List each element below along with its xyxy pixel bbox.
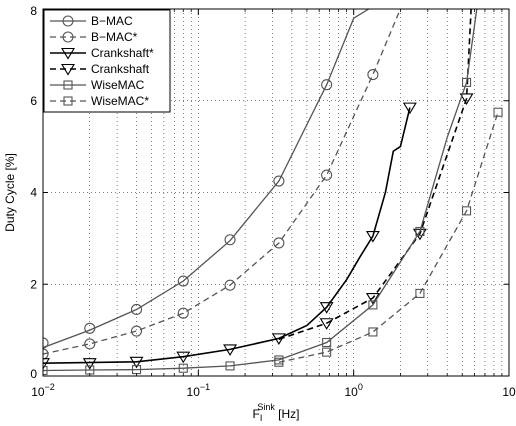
circle-marker [84,338,96,350]
series-line [43,9,370,349]
square-marker [178,363,188,373]
square-marker [368,300,378,310]
x-axis-label-superscript: Sink [257,402,275,412]
circle-marker [224,234,236,246]
square-marker [43,365,48,376]
legend-label: B−MAC* [91,30,138,44]
legend-label: Crankshaft* [91,46,154,60]
series-line [278,112,499,363]
x-tick-label: 100 [344,382,362,399]
series-5 [274,107,503,367]
circle-marker [273,175,285,187]
triangle-marker [365,292,380,305]
series-1 [43,9,401,360]
square-marker [63,80,73,90]
series-line [278,9,472,341]
circle-marker [84,322,96,334]
y-tick-label: 2 [30,277,37,291]
series-3 [278,9,474,341]
legend-label: Crankshaft [91,62,150,76]
circle-marker [43,337,49,349]
triangle-marker [61,63,75,76]
series-layer [43,9,503,376]
square-marker [415,226,425,237]
circle-marker [321,79,333,91]
x-axis-label: FISink [Hz] [252,402,299,423]
triangle-marker [402,102,417,115]
circle-marker [62,15,74,27]
square-marker [368,327,378,337]
circle-marker [177,275,189,287]
legend: B−MAC B−MAC* Crankshaft* Crankshaft WiseMAC W… [43,9,171,113]
square-marker [322,347,332,357]
y-tick-label: 4 [30,186,37,200]
square-marker [322,337,332,348]
x-axis-label-unit: [Hz] [275,407,300,421]
triangle-marker [459,93,474,106]
y-tick-label: 6 [30,94,37,108]
x-axis-label-subscript: I [260,413,263,423]
legend-label: WiseMAC [91,78,145,92]
square-marker [462,206,472,216]
series-line [43,9,478,372]
triangle-marker [176,351,191,364]
triangle-marker [129,356,144,369]
circle-marker [43,348,49,360]
y-tick-label: 0 [30,367,37,381]
series-line [43,9,401,355]
circle-marker [177,307,189,319]
circle-marker [273,237,285,249]
circle-marker [367,69,379,81]
series-line [43,107,411,364]
triangle-marker [319,302,334,314]
triangle-marker [319,318,334,330]
x-tick-exponent: −2 [45,382,55,392]
y-tick-label: 8 [30,4,37,18]
square-marker [415,288,425,298]
circle-marker [130,303,143,316]
triangle-marker [82,358,97,370]
x-tick-exponent: 0 [358,382,363,392]
legend-box [43,9,171,113]
legend-label: B−MAC [91,14,133,28]
series-0 [43,9,370,349]
y-axis-label: Duty Cycle [%] [3,153,17,232]
triangle-marker [43,358,50,370]
circle-marker [130,325,143,337]
x-tick-label: 10−1 [187,382,211,399]
x-tick-exponent: −1 [200,382,210,392]
x-tick-label: 10 [502,385,516,399]
square-marker [274,357,284,367]
square-marker [63,96,73,106]
triangle-marker [223,344,238,356]
x-tick-label: 10−2 [31,382,55,399]
circle-marker [62,31,74,43]
triangle-marker [365,231,380,243]
square-marker [462,77,472,87]
triangle-marker [61,47,75,60]
square-marker [493,107,503,117]
series-2 [43,102,417,370]
circle-marker [224,279,236,291]
square-marker [225,361,235,371]
circle-marker [321,169,333,181]
legend-label: WiseMAC* [91,94,149,108]
